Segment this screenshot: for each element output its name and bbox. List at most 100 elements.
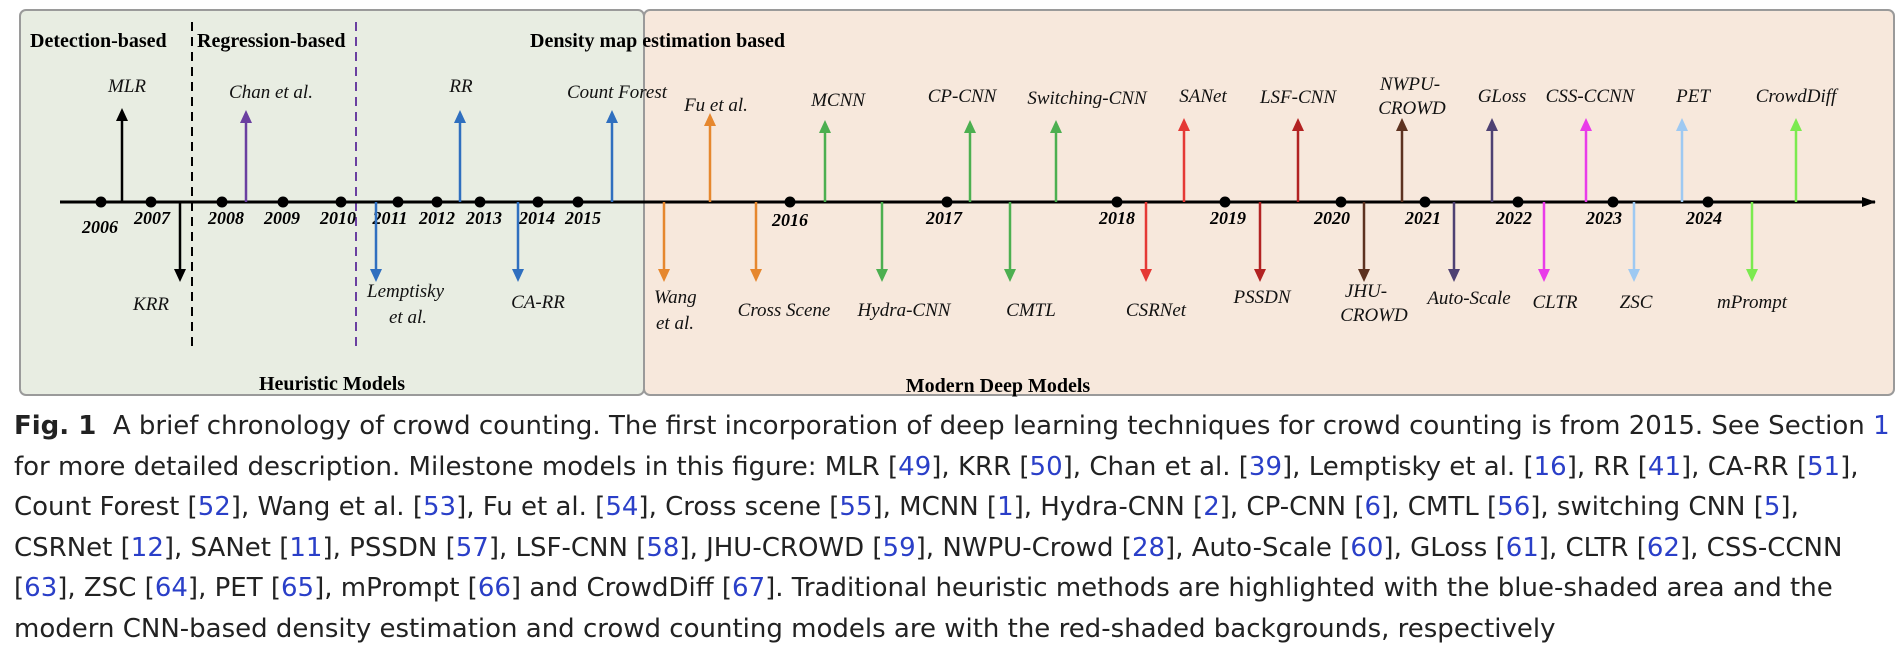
citation-link[interactable]: 39 [1248,451,1283,482]
year-label: 2023 [1585,208,1622,228]
model-arrow-head [1676,118,1688,131]
citation-link[interactable]: 41 [1647,451,1682,482]
year-label: 2020 [1313,208,1350,228]
citation-link[interactable]: 66 [477,573,511,603]
model-wang-et-al: Wang et al. [654,202,697,334]
model-mcnn: MCNN [810,90,866,202]
year-dot [572,196,584,208]
year-markers: 2006 2007 2008 2009 2010 2011 2012 2013 2014 2015… [81,196,1722,237]
citation-link[interactable]: 50 [1029,451,1063,482]
citation-link[interactable]: 11 [289,532,323,563]
citation-link[interactable]: 2 [1203,492,1220,522]
model-label: CSRNet [1126,300,1187,321]
model-hydra-cnn: Hydra-CNN [857,202,952,321]
model-arrow-head [1580,118,1592,131]
citation-link[interactable]: 62 [1646,532,1680,563]
citation-link[interactable]: 28 [1131,532,1166,563]
citation-link[interactable]: 5 [1763,492,1781,522]
year-dot [1512,196,1524,208]
model-count-forest: Count Forest [567,82,668,202]
citation-link[interactable]: 65 [281,573,315,603]
model-label: Cross Scene [738,300,831,321]
model-label: CROWD [1340,305,1408,326]
year-label: 2010 [319,208,356,228]
citation-link[interactable]: 63 [24,573,58,603]
model-arrow-head [1140,269,1152,282]
citation-link[interactable]: 56 [1497,492,1531,522]
section-ref-link[interactable]: 1 [1873,411,1890,441]
model-label: Chan et al. [229,82,313,103]
year-dot [532,196,544,208]
citation-link[interactable]: 12 [130,532,164,563]
citation-link[interactable]: 1 [997,492,1014,522]
model-cltr: CLTR [1532,202,1578,313]
year-label: 2007 [133,208,171,228]
model-arrow-head [454,110,466,123]
year-label: 2015 [564,208,601,228]
year-label: 2011 [371,208,407,228]
year-dot [1419,196,1431,208]
model-label: Count Forest [567,82,668,103]
model-label: CROWD [1378,98,1446,119]
year-dot [1219,196,1231,208]
citation-link[interactable]: 57 [455,532,489,563]
model-arrow-head [1486,118,1498,131]
citation-link[interactable]: 51 [1807,451,1841,482]
citation-link[interactable]: 61 [1505,532,1539,563]
citation-link[interactable]: 6 [1364,492,1382,522]
year-dot [1702,196,1714,208]
model-label: SANet [1179,86,1227,107]
model-jhu-crowd: JHU- CROWD [1340,202,1408,326]
model-arrow-head [1358,269,1370,282]
citation-link[interactable]: 55 [839,492,873,522]
citation-link[interactable]: 49 [898,451,932,482]
citation-link[interactable]: 64 [154,573,188,603]
model-switching-cnn: Switching-CNN [1027,88,1148,202]
model-css-ccnn: CSS-CCNN [1546,86,1636,202]
caption-references: MLR [49], KRR [50], Chan et al. [39], Le… [14,451,1859,604]
year-dot [474,196,486,208]
model-arrow-head [1254,269,1266,282]
model-arrow-head [1004,269,1016,282]
year-label: 2022 [1495,208,1532,228]
year-dot [277,196,289,208]
year-label: 2019 [1209,208,1246,228]
citation-link[interactable]: 16 [1533,451,1567,482]
model-lemptisky-et-al: Lemptisky et al. [366,202,445,328]
caption-text: A brief chronology of crowd counting. Th… [14,411,1890,644]
model-label: LSF-CNN [1259,87,1337,108]
citation-link[interactable]: 59 [882,532,916,563]
citation-link[interactable]: 52 [197,492,231,522]
year-dot [431,196,443,208]
model-lsf-cnn: LSF-CNN [1259,87,1337,202]
model-arrow-head [1050,120,1062,133]
citation-link[interactable]: 54 [605,492,639,522]
model-arrow-head [704,113,716,126]
model-arrow-head [819,120,831,133]
citation-link[interactable]: 60 [1350,532,1384,563]
model-auto-scale: Auto-Scale [1425,202,1511,309]
section-label: Detection-based [30,30,167,52]
year-dot [392,196,404,208]
year-dot [145,196,157,208]
model-label: MLR [107,76,146,97]
year-dot [1607,196,1619,208]
model-ca-rr: CA-RR [511,202,565,313]
year-label: 2006 [81,217,118,237]
citation-link[interactable]: 67 [732,573,766,603]
model-sanet: SANet [1178,86,1227,202]
year-label: 2018 [1098,208,1135,228]
model-label: GLoss [1478,86,1527,107]
citation-link[interactable]: 53 [422,492,457,522]
model-chan-et-al: Chan et al. [229,82,313,202]
model-arrow-head [512,269,524,282]
model-zsc: ZSC [1620,202,1653,313]
model-label: ZSC [1620,292,1653,313]
caption-figure-number: Fig. 1 [14,411,97,441]
section-label: Regression-based [197,30,346,52]
model-nwpu-crowd: NWPU- CROWD [1378,74,1446,202]
citation-link[interactable]: 58 [646,532,680,563]
model-label: CP-CNN [928,86,998,107]
model-label: Wang [654,287,697,308]
